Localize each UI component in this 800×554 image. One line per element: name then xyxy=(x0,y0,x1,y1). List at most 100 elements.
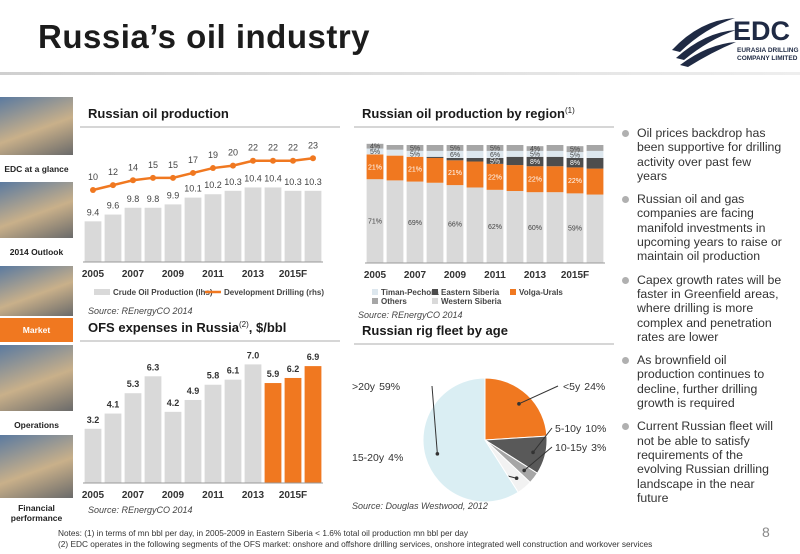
line-point xyxy=(290,157,296,164)
bar-segment xyxy=(406,156,424,182)
x-tick-label: 2009 xyxy=(444,270,467,281)
legend-swatch xyxy=(432,289,438,295)
data-label: 5% xyxy=(490,145,500,152)
data-label: 5% xyxy=(570,147,580,154)
bar-segment xyxy=(526,146,544,151)
data-label: 4.2 xyxy=(167,398,180,408)
bar-segment xyxy=(406,181,424,263)
x-tick-label: 2015F xyxy=(279,269,307,280)
chart-source: Source: REnergyCO 2014 xyxy=(358,310,463,320)
bar-segment xyxy=(586,145,604,151)
bar-segment xyxy=(526,156,544,167)
line xyxy=(92,157,314,192)
line-point xyxy=(250,157,256,164)
data-label: 20 xyxy=(228,148,238,158)
data-label: 5.8 xyxy=(207,371,220,381)
pie-value: 4% xyxy=(388,452,403,464)
bar-segment xyxy=(466,187,484,263)
bar-segment xyxy=(426,150,444,157)
data-label: 8% xyxy=(530,159,540,166)
line-point xyxy=(210,165,216,172)
nav-item[interactable]: Market xyxy=(0,318,73,342)
legend-swatch xyxy=(372,298,378,304)
legend-label: Others xyxy=(381,297,407,306)
data-label: 5% xyxy=(490,158,500,165)
bar-segment xyxy=(426,145,444,151)
legend-label: Western Siberia xyxy=(441,297,502,306)
data-label: 10.1 xyxy=(184,184,202,194)
line-point xyxy=(310,155,316,162)
data-label: 22% xyxy=(528,177,542,184)
bar-segment xyxy=(446,150,464,158)
x-tick-label: 2013 xyxy=(524,270,547,281)
x-tick-label: 2015F xyxy=(279,490,307,501)
data-label: 6.1 xyxy=(227,366,240,376)
leader-dot xyxy=(522,468,526,473)
bar-segment xyxy=(506,150,524,157)
data-label: 6% xyxy=(490,152,500,159)
bar-segment xyxy=(486,150,504,158)
bullet: Oil prices backdrop has been supportive … xyxy=(622,126,782,183)
data-label: 21% xyxy=(448,170,462,177)
bar-segment xyxy=(386,155,404,181)
x-tick-label: 2011 xyxy=(202,490,224,501)
leader-dot xyxy=(517,402,521,406)
bar xyxy=(104,214,122,262)
bar-segment xyxy=(506,165,524,192)
bar-segment xyxy=(386,180,404,263)
bar-segment xyxy=(486,163,504,190)
bar xyxy=(104,413,122,483)
data-label: 15 xyxy=(168,160,178,170)
pie-category: 5-10y xyxy=(555,423,582,435)
legend-label: Timan-Pechora xyxy=(381,288,439,297)
data-label: 5% xyxy=(450,145,460,152)
nav-item[interactable]: 2014 Outlook xyxy=(9,247,64,257)
leader-line xyxy=(518,385,559,405)
bar-segment xyxy=(366,179,384,263)
data-label: 5% xyxy=(570,153,580,160)
chart-footnote: (1) xyxy=(565,106,575,115)
data-label: 5.3 xyxy=(127,379,140,389)
legend-label: Development Drilling (rhs) xyxy=(224,288,324,297)
bar-segment xyxy=(586,194,604,263)
pie-label: <5y 24% xyxy=(563,381,605,393)
legend-swatch xyxy=(94,289,110,295)
pie-value: 59% xyxy=(379,381,400,393)
photo xyxy=(0,182,73,238)
bar-segment xyxy=(566,152,584,158)
x-tick-label: 2013 xyxy=(242,269,265,280)
x-tick-label: 2013 xyxy=(242,490,265,501)
data-label: 10.4 xyxy=(244,173,262,183)
nav-item[interactable]: Financial performance xyxy=(10,503,63,523)
data-label: 66% xyxy=(448,222,462,229)
leader-dot xyxy=(435,452,440,456)
nav-item[interactable]: EDC at a glance xyxy=(4,164,69,174)
data-label: 9.4 xyxy=(87,207,100,217)
data-label: 17 xyxy=(188,155,198,165)
data-label: 6.3 xyxy=(147,362,160,372)
data-label: 22 xyxy=(248,143,258,153)
bar-segment xyxy=(426,156,444,158)
bullet: Current Russian fleet will not be able t… xyxy=(622,419,782,505)
nav-item[interactable]: Operations xyxy=(14,420,59,430)
pie-value: 3% xyxy=(591,442,606,454)
bar-segment xyxy=(446,160,464,186)
data-label: 10.4 xyxy=(264,173,282,183)
data-label: 5% xyxy=(410,145,420,152)
data-label: 10.3 xyxy=(284,177,302,187)
data-label: 22% xyxy=(488,174,502,181)
bar-segment xyxy=(446,145,464,151)
line-point xyxy=(150,174,156,181)
bar xyxy=(224,190,242,262)
x-tick-label: 2011 xyxy=(202,269,224,280)
data-label: 5% xyxy=(410,151,420,158)
bar-segment xyxy=(566,167,584,194)
data-label: 4% xyxy=(370,144,380,151)
data-label: 62% xyxy=(488,224,502,231)
bar xyxy=(304,190,322,262)
chart-source: Source: REnergyCO 2014 xyxy=(88,306,193,316)
pie-value: 10% xyxy=(585,423,606,435)
x-tick-label: 2009 xyxy=(162,490,185,501)
bar xyxy=(184,197,202,262)
line-point xyxy=(130,177,136,184)
